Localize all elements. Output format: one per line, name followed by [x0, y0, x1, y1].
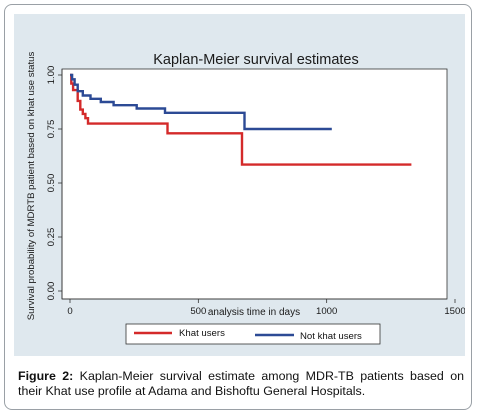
y-tick-label: 0.25 — [46, 228, 57, 247]
km-chart: Kaplan-Meier survival estimates Survival… — [26, 52, 465, 345]
x-axis-label: analysis time in days — [208, 307, 300, 318]
caption-label: Figure 2: — [18, 369, 74, 383]
x-tick-label: 1500 — [444, 306, 465, 317]
legend-label-khat-users: Khat users — [179, 328, 225, 339]
x-tick-label: 0 — [67, 306, 72, 317]
x-tick-label: 500 — [190, 306, 206, 317]
legend-label-not-khat-users: Not khat users — [300, 331, 362, 342]
y-tick-label: 0.50 — [46, 174, 57, 193]
figure-panel: Kaplan-Meier survival estimates Survival… — [14, 14, 465, 356]
series-line-khat-users — [70, 73, 412, 166]
series-line-not-khat-users — [70, 73, 332, 131]
figure-caption: Figure 2: Kaplan-Meier survival estimate… — [18, 369, 464, 399]
chart-title: Kaplan-Meier survival estimates — [153, 52, 359, 68]
x-tick-label: 1000 — [316, 306, 337, 317]
legend-box — [125, 323, 381, 345]
plot-area — [61, 68, 448, 300]
y-axis-label: Survival probability of MDRTB patient ba… — [26, 52, 37, 321]
caption-text: Kaplan-Meier survival estimate among MDR… — [18, 369, 464, 398]
y-tick-label: 0.00 — [46, 282, 57, 301]
y-tick-label: 0.75 — [46, 120, 57, 139]
y-tick-label: 1.00 — [46, 66, 57, 85]
